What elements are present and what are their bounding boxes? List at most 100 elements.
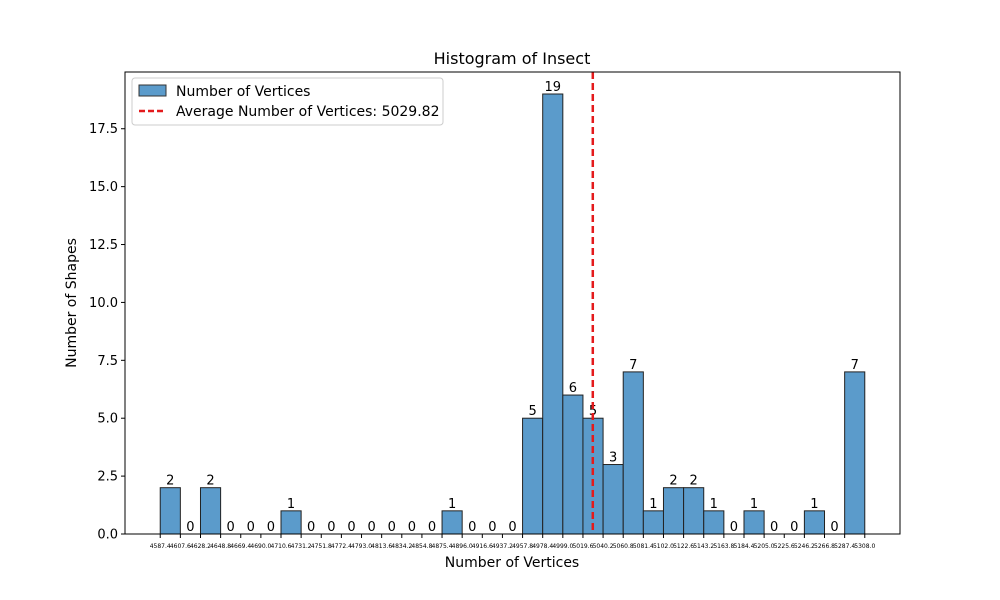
- bar-count-label: 0: [468, 520, 476, 535]
- x-tick-label: 5122.6: [673, 543, 694, 550]
- histogram-bar: [522, 417, 544, 535]
- x-tick-label: 4731.2: [291, 543, 312, 550]
- bar-count-label: 0: [327, 520, 335, 535]
- histogram-bar: [642, 510, 664, 535]
- bar-count-label: 1: [448, 497, 456, 512]
- x-tick-label: 5143.2: [693, 543, 714, 550]
- bar-count-label: 0: [227, 520, 235, 535]
- y-axis-label: Number of Shapes: [64, 238, 80, 368]
- bar-count-label: 0: [770, 520, 778, 535]
- x-axis: 4587.4 4607.6 4628.2 4648.8 4669.4 4690.0 4710…: [150, 534, 875, 550]
- histogram-bar: [743, 510, 765, 535]
- legend-box: [131, 77, 444, 126]
- x-tick-label: 4710.6: [271, 543, 292, 550]
- bar-count-label: 19: [544, 80, 561, 95]
- histogram-bar: [562, 394, 584, 535]
- x-tick-label: 5246.2: [794, 543, 815, 550]
- bar-count-label: 0: [186, 520, 194, 535]
- x-tick-label: 5184.4: [733, 543, 754, 550]
- histogram-bar: [683, 487, 705, 535]
- x-tick-label: 4648.8: [210, 543, 231, 550]
- histogram-bar: [159, 487, 181, 535]
- bar-count-label: 1: [710, 497, 718, 512]
- legend-swatch-bars: [138, 84, 167, 97]
- bar-count-label: 5: [528, 404, 536, 419]
- y-tick-label: 15.0: [89, 180, 118, 195]
- y-tick-label: 7.5: [97, 354, 118, 369]
- histogram-bar: [844, 371, 866, 535]
- x-tick-label: 4916.6: [472, 543, 493, 550]
- x-tick-label: 5225.6: [774, 543, 795, 550]
- y-tick-label: 5.0: [97, 412, 118, 427]
- x-tick-label: 4669.4: [230, 543, 251, 550]
- bar-count-label: 2: [206, 474, 214, 489]
- histogram-bar: [803, 510, 826, 535]
- x-tick-label: 5308.0: [854, 543, 875, 550]
- x-tick-label: 4896.0: [452, 543, 473, 550]
- x-tick-label: 4854.8: [411, 543, 432, 550]
- legend-label-average: Average Number of Vertices: 5029.82: [176, 104, 439, 120]
- x-tick-label: 5040.2: [593, 543, 614, 550]
- x-tick-label: 4813.6: [371, 543, 392, 550]
- y-tick-label: 2.5: [97, 470, 118, 485]
- bar-count-label: 0: [730, 520, 738, 535]
- y-tick-label: 10.0: [89, 296, 118, 311]
- histogram-bar: [703, 510, 725, 535]
- bar-count-label: 0: [488, 520, 496, 535]
- x-tick-label: 4793.0: [351, 543, 372, 550]
- bar-count-label: 1: [810, 497, 818, 512]
- x-tick-label: 4628.2: [190, 543, 211, 550]
- x-tick-label: 4834.2: [391, 543, 412, 550]
- x-tick-label: 5266.8: [814, 543, 835, 550]
- bar-count-label: 0: [388, 520, 396, 535]
- x-tick-label: 5102.0: [653, 543, 674, 550]
- legend: Number of Vertices Average Number of Ver…: [131, 77, 444, 126]
- x-tick-label: 4607.6: [170, 543, 191, 550]
- bar-count-label: 2: [690, 474, 698, 489]
- bar-count-label: 0: [267, 520, 275, 535]
- x-tick-label: 4587.4: [150, 543, 171, 550]
- x-tick-label: 5060.8: [613, 543, 634, 550]
- bar-count-label: 5: [589, 404, 597, 419]
- bar-count-label: 7: [629, 358, 637, 373]
- bar-count-label: 2: [669, 474, 677, 489]
- y-axis: 0.0 2.5 5.0 7.5 10.0 12.5 15.0 17.5: [89, 122, 125, 543]
- bar-count-label: 3: [609, 451, 617, 466]
- histogram-bar: [622, 371, 644, 535]
- bar-count-label: 7: [851, 358, 859, 373]
- legend-label-bars: Number of Vertices: [176, 84, 310, 100]
- bar-count-label: 1: [649, 497, 657, 512]
- histogram-bar: [280, 510, 302, 535]
- x-tick-label: 5287.4: [834, 543, 855, 550]
- x-tick-label: 5081.4: [633, 543, 654, 550]
- x-tick-label: 5163.8: [713, 543, 734, 550]
- bar-count-label: 0: [367, 520, 375, 535]
- bars-layer: [159, 93, 866, 535]
- x-tick-label: 5019.6: [572, 543, 593, 550]
- bar-count-label: 1: [750, 497, 758, 512]
- x-tick-label: 4978.4: [532, 543, 553, 550]
- x-tick-label: 4957.8: [512, 543, 533, 550]
- y-tick-label: 0.0: [97, 528, 118, 543]
- x-tick-label: 4999.0: [552, 543, 573, 550]
- bar-count-label: 2: [166, 474, 174, 489]
- bar-count-label: 0: [247, 520, 255, 535]
- x-tick-label: 4875.4: [432, 543, 453, 550]
- y-tick-label: 12.5: [89, 238, 118, 253]
- histogram-bar: [441, 510, 463, 535]
- x-tick-label: 4937.2: [492, 543, 513, 550]
- bar-count-label: 0: [408, 520, 416, 535]
- plot-frame: [124, 71, 901, 535]
- x-tick-label: 4772.4: [331, 543, 352, 550]
- y-tick-label: 17.5: [89, 122, 118, 137]
- histogram-bar: [199, 487, 222, 535]
- x-tick-label: 5205.0: [754, 543, 775, 550]
- bar-count-label: 0: [428, 520, 436, 535]
- histogram-bar: [602, 464, 624, 535]
- histogram-bar: [662, 487, 685, 535]
- bar-count-label: 1: [287, 497, 295, 512]
- x-tick-label: 4751.8: [311, 543, 332, 550]
- histogram-bar: [542, 93, 564, 535]
- bar-count-label: 0: [830, 520, 838, 535]
